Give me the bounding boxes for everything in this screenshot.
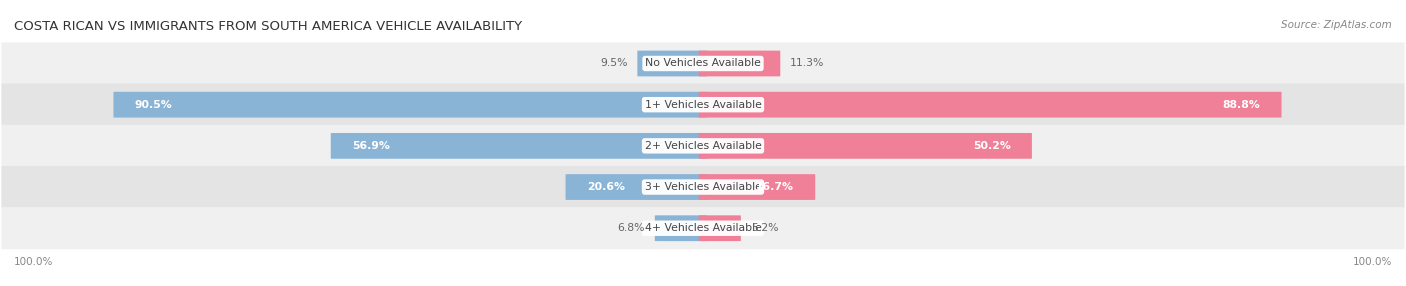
Text: 50.2%: 50.2% [973,141,1011,151]
FancyBboxPatch shape [330,133,707,159]
Text: 90.5%: 90.5% [135,100,173,110]
Text: 9.5%: 9.5% [600,59,627,68]
Text: 6.8%: 6.8% [617,223,645,233]
Text: 16.7%: 16.7% [756,182,794,192]
Text: 2+ Vehicles Available: 2+ Vehicles Available [644,141,762,151]
FancyBboxPatch shape [699,215,741,241]
Text: 5.2%: 5.2% [751,223,778,233]
Text: No Vehicles Available: No Vehicles Available [645,59,761,68]
Text: 56.9%: 56.9% [352,141,389,151]
Text: 20.6%: 20.6% [586,182,624,192]
FancyBboxPatch shape [565,174,707,200]
FancyBboxPatch shape [1,42,1405,85]
FancyBboxPatch shape [114,92,707,118]
Text: 1+ Vehicles Available: 1+ Vehicles Available [644,100,762,110]
FancyBboxPatch shape [637,51,707,76]
FancyBboxPatch shape [699,174,815,200]
FancyBboxPatch shape [1,207,1405,249]
Text: 11.3%: 11.3% [790,59,824,68]
Text: 100.0%: 100.0% [1353,257,1392,267]
FancyBboxPatch shape [1,166,1405,208]
Text: Source: ZipAtlas.com: Source: ZipAtlas.com [1281,20,1392,30]
FancyBboxPatch shape [1,125,1405,167]
FancyBboxPatch shape [1,84,1405,126]
FancyBboxPatch shape [699,51,780,76]
Text: 100.0%: 100.0% [14,257,53,267]
Text: 4+ Vehicles Available: 4+ Vehicles Available [644,223,762,233]
Text: 88.8%: 88.8% [1223,100,1260,110]
Text: COSTA RICAN VS IMMIGRANTS FROM SOUTH AMERICA VEHICLE AVAILABILITY: COSTA RICAN VS IMMIGRANTS FROM SOUTH AME… [14,20,522,33]
Text: 3+ Vehicles Available: 3+ Vehicles Available [644,182,762,192]
FancyBboxPatch shape [655,215,707,241]
FancyBboxPatch shape [699,92,1281,118]
FancyBboxPatch shape [699,133,1032,159]
